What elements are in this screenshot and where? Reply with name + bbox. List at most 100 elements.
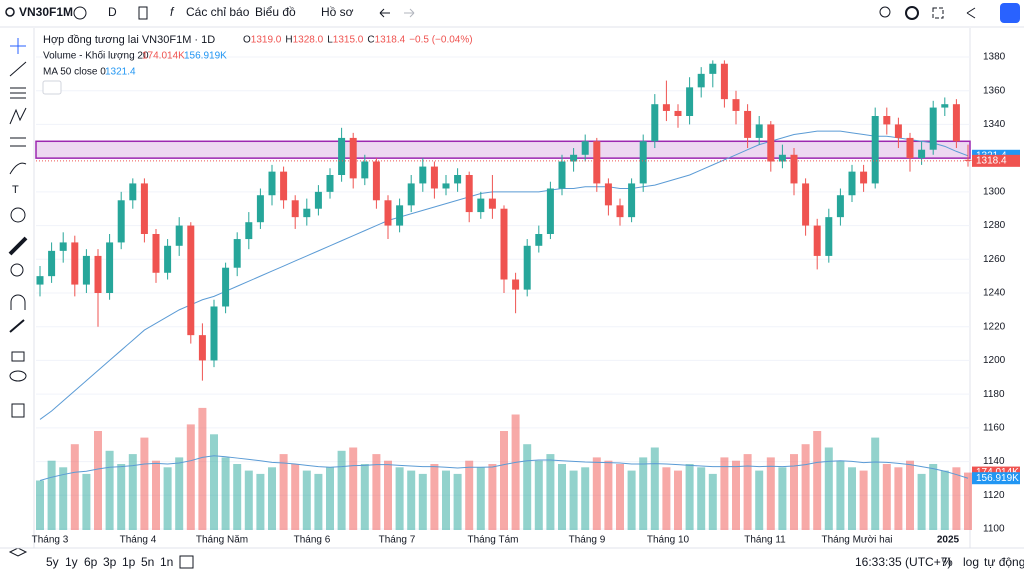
fib-tool[interactable] — [10, 87, 26, 99]
zoom-tool[interactable] — [10, 263, 24, 277]
ohlc-item: O — [243, 35, 251, 46]
ohlc-item: 1318.4 — [375, 35, 406, 46]
symbol[interactable]: VN30F1M — [19, 5, 73, 19]
candle-body — [291, 200, 299, 218]
fx-icon[interactable]: f — [170, 5, 175, 19]
brush-tool[interactable] — [9, 162, 27, 175]
add-symbol[interactable] — [73, 6, 87, 20]
candle-body — [825, 217, 833, 256]
y-tick-label: 1280 — [983, 220, 1006, 231]
chart-style-icon[interactable] — [138, 6, 148, 20]
y-tick-label: 1100 — [983, 524, 1005, 535]
candle-body — [929, 107, 937, 150]
volume-bar — [894, 467, 903, 530]
candle-body — [454, 175, 462, 184]
candle-body — [71, 242, 79, 285]
volume-bar — [279, 454, 288, 530]
volume-bar — [70, 444, 79, 530]
volume-bar — [546, 454, 555, 530]
logo-button[interactable] — [1000, 3, 1020, 23]
candle-body — [280, 171, 288, 201]
volume-bar — [117, 464, 126, 530]
interval[interactable]: D — [108, 5, 117, 19]
volume-bar — [778, 467, 787, 530]
volume-bar — [82, 473, 91, 530]
close-price-tag-bg — [972, 154, 1020, 167]
volume-legend-value: 174.014K — [142, 51, 185, 62]
volume-bar — [882, 464, 891, 530]
range-button[interactable]: 1n — [160, 555, 173, 569]
volume-bar — [511, 414, 520, 530]
magnet-tool[interactable] — [10, 294, 26, 310]
volume-bar — [720, 457, 729, 530]
y-tick-label: 1380 — [983, 52, 1006, 63]
profile[interactable]: Hồ sơ — [321, 5, 354, 19]
volume-bar — [244, 470, 253, 530]
redo[interactable] — [404, 8, 415, 18]
object-tree[interactable] — [8, 547, 28, 557]
candle-body — [686, 87, 694, 116]
volume-bar — [384, 460, 392, 530]
volume-bar — [360, 464, 369, 530]
volume-bar — [488, 464, 497, 530]
chart-type[interactable]: Biểu đồ — [255, 5, 296, 19]
ruler-tool[interactable] — [8, 236, 28, 256]
volume-bar — [743, 454, 752, 530]
screener-icon[interactable] — [879, 6, 891, 18]
range-button[interactable]: 5y — [46, 555, 59, 569]
candle-body — [372, 161, 380, 201]
candle-body — [164, 245, 172, 273]
range-button[interactable]: 6p — [84, 555, 98, 569]
candle-body — [651, 104, 659, 142]
candle-body — [152, 234, 160, 273]
settings-icon[interactable] — [905, 6, 919, 20]
volume-bar — [964, 472, 972, 530]
hide-tool[interactable] — [9, 370, 27, 382]
y-tick-label: 1260 — [983, 254, 1006, 265]
range-button[interactable]: 3p — [103, 555, 117, 569]
candle-body — [268, 171, 276, 196]
undo[interactable] — [379, 8, 390, 18]
text-tool[interactable]: T — [12, 184, 19, 196]
volume-bar — [500, 431, 508, 530]
range-button[interactable]: 5n — [141, 555, 154, 569]
indicators[interactable]: Các chỉ báo — [186, 5, 250, 19]
volume-bar — [465, 460, 474, 530]
search-icon[interactable] — [5, 7, 15, 17]
time-label: Tháng 4 — [120, 535, 157, 546]
delete-tool[interactable] — [11, 403, 25, 418]
pattern-tool[interactable] — [9, 107, 27, 125]
share-icon[interactable] — [966, 7, 976, 19]
candle-body — [755, 124, 763, 138]
candle-body — [407, 183, 415, 206]
auto-toggle[interactable]: tự động — [984, 555, 1024, 569]
crosshair-tool[interactable] — [10, 38, 26, 54]
range-button[interactable]: 1y — [65, 555, 78, 569]
volume-ma-tag: 156.919K — [976, 473, 1019, 484]
y-tick-label: 1360 — [983, 85, 1006, 96]
ohlc-legend: O 1319.0 H 1328.0 L 1315.0 C 1318.4 −0.5 (−0.04%… — [243, 35, 473, 46]
candle-body — [210, 306, 218, 361]
candle-body — [593, 141, 601, 184]
candle-body — [465, 175, 473, 213]
candle-body — [303, 208, 311, 218]
candle-body — [871, 116, 879, 184]
left-toolbar: T — [8, 28, 35, 557]
collapse-legend[interactable] — [42, 80, 62, 95]
volume-bar — [152, 460, 160, 530]
volume-bar — [59, 467, 68, 530]
candle-body — [349, 137, 357, 179]
icon-tool[interactable] — [10, 207, 26, 223]
candle-body — [558, 161, 566, 189]
candle-body — [883, 116, 891, 125]
log-toggle[interactable]: log — [963, 555, 979, 569]
date-range-icon[interactable] — [179, 555, 194, 569]
fullscreen-icon[interactable] — [932, 7, 944, 19]
draw-mode[interactable] — [9, 319, 25, 333]
volume-legend-ma: 156.919K — [184, 51, 227, 62]
percent-toggle[interactable]: % — [942, 555, 953, 569]
lock-tool[interactable] — [11, 351, 25, 362]
trendline-tool[interactable] — [9, 61, 27, 77]
forecast-tool[interactable] — [10, 137, 26, 147]
range-button[interactable]: 1p — [122, 555, 136, 569]
